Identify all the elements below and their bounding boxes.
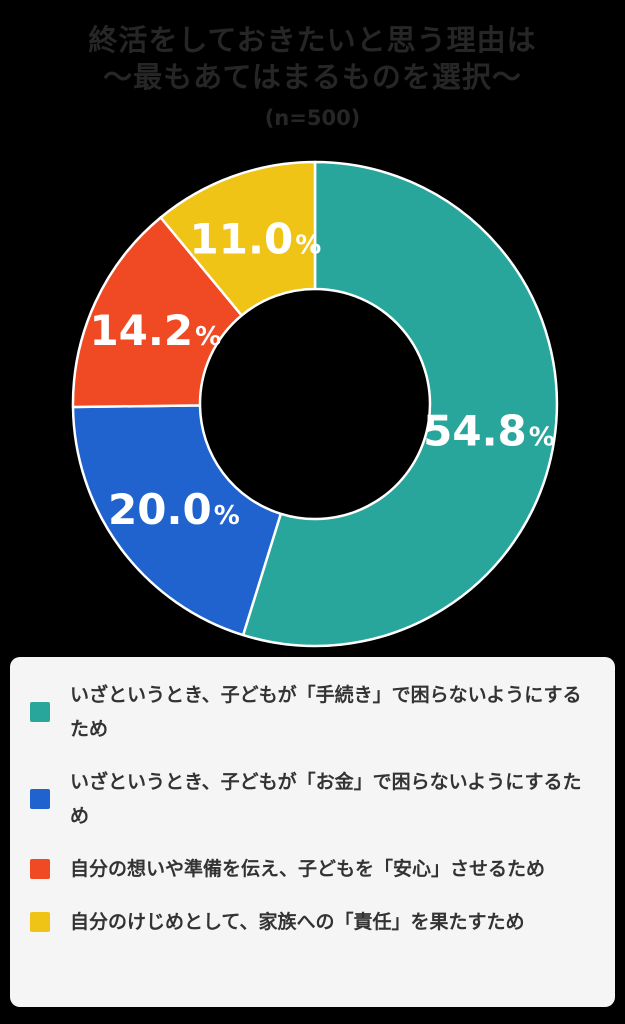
chart-title: 終活をしておきたいと思う理由は 〜最もあてはまるものを選択〜 (n=500) [0, 22, 625, 131]
slice-value-label-2: 14.2% [89, 306, 221, 355]
donut-slices [71, 160, 559, 648]
legend-item-2: 自分の想いや準備を伝え、子どもを「安心」させるため [30, 852, 591, 886]
legend-item-3: 自分のけじめとして、家族への「責任」を果たすため [30, 905, 591, 939]
legend-swatch-3 [30, 912, 50, 932]
legend-label-1: いざというとき、子どもが「お金」で困らないようにするため [70, 771, 582, 827]
legend-item-0: いざというとき、子どもが「手続き」で困らないようにするため [30, 678, 591, 746]
slice-value-label-1: 20.0% [108, 485, 240, 534]
slice-value-label-3: 11.0% [190, 214, 322, 263]
legend-label-2: 自分の想いや準備を伝え、子どもを「安心」させるため [70, 858, 546, 880]
slice-value-label-0: 54.8% [423, 406, 555, 455]
legend-swatch-1 [30, 789, 50, 809]
legend-swatch-2 [30, 859, 50, 879]
legend-label-3: 自分のけじめとして、家族への「責任」を果たすため [70, 911, 525, 933]
sample-size-note: (n=500) [264, 106, 361, 130]
legend-item-1: いざというとき、子どもが「お金」で困らないようにするため [30, 765, 591, 833]
pie-slice-0 [241, 160, 559, 648]
legend-card: いざというとき、子どもが「手続き」で困らないようにするため いざというとき、子ども… [10, 657, 615, 1007]
legend-swatch-0 [30, 702, 50, 722]
pie-slice-1 [71, 404, 283, 637]
pie-slice-3 [159, 160, 317, 317]
legend-label-0: いざというとき、子どもが「手続き」で困らないようにするため [70, 684, 582, 740]
chart-title-line1: 終活をしておきたいと思う理由は [88, 23, 537, 57]
donut-slice-labels: 54.8% 20.0% 14.2% 11.0% [89, 214, 554, 534]
chart-title-line2: 〜最もあてはまるものを選択〜 [103, 60, 522, 94]
